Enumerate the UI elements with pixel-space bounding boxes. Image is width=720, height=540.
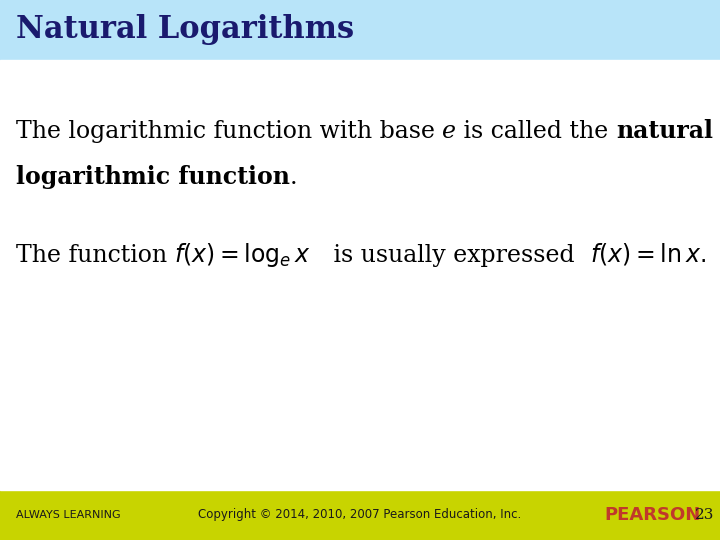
Text: $f(x) = \log_e x$: $f(x) = \log_e x$ (174, 241, 311, 269)
Text: is called the: is called the (456, 120, 616, 143)
Text: ALWAYS LEARNING: ALWAYS LEARNING (16, 510, 120, 520)
Text: PEARSON: PEARSON (605, 506, 701, 524)
Text: Natural Logarithms: Natural Logarithms (16, 15, 354, 45)
Text: .: . (289, 166, 297, 188)
Text: Copyright © 2014, 2010, 2007 Pearson Education, Inc.: Copyright © 2014, 2010, 2007 Pearson Edu… (199, 508, 521, 522)
Text: is usually expressed: is usually expressed (311, 244, 590, 267)
Text: 23: 23 (695, 508, 714, 522)
Text: logarithmic function: logarithmic function (16, 165, 289, 188)
Text: The function: The function (16, 244, 174, 267)
Text: The logarithmic function with base: The logarithmic function with base (16, 120, 442, 143)
Text: e: e (442, 120, 456, 143)
Text: $f(x) = \ln x.$: $f(x) = \ln x.$ (590, 241, 706, 267)
Bar (0, 490, 720, 540)
Bar (0, 60, 720, 490)
Bar (0, 0, 720, 60)
Text: natural: natural (616, 119, 713, 143)
